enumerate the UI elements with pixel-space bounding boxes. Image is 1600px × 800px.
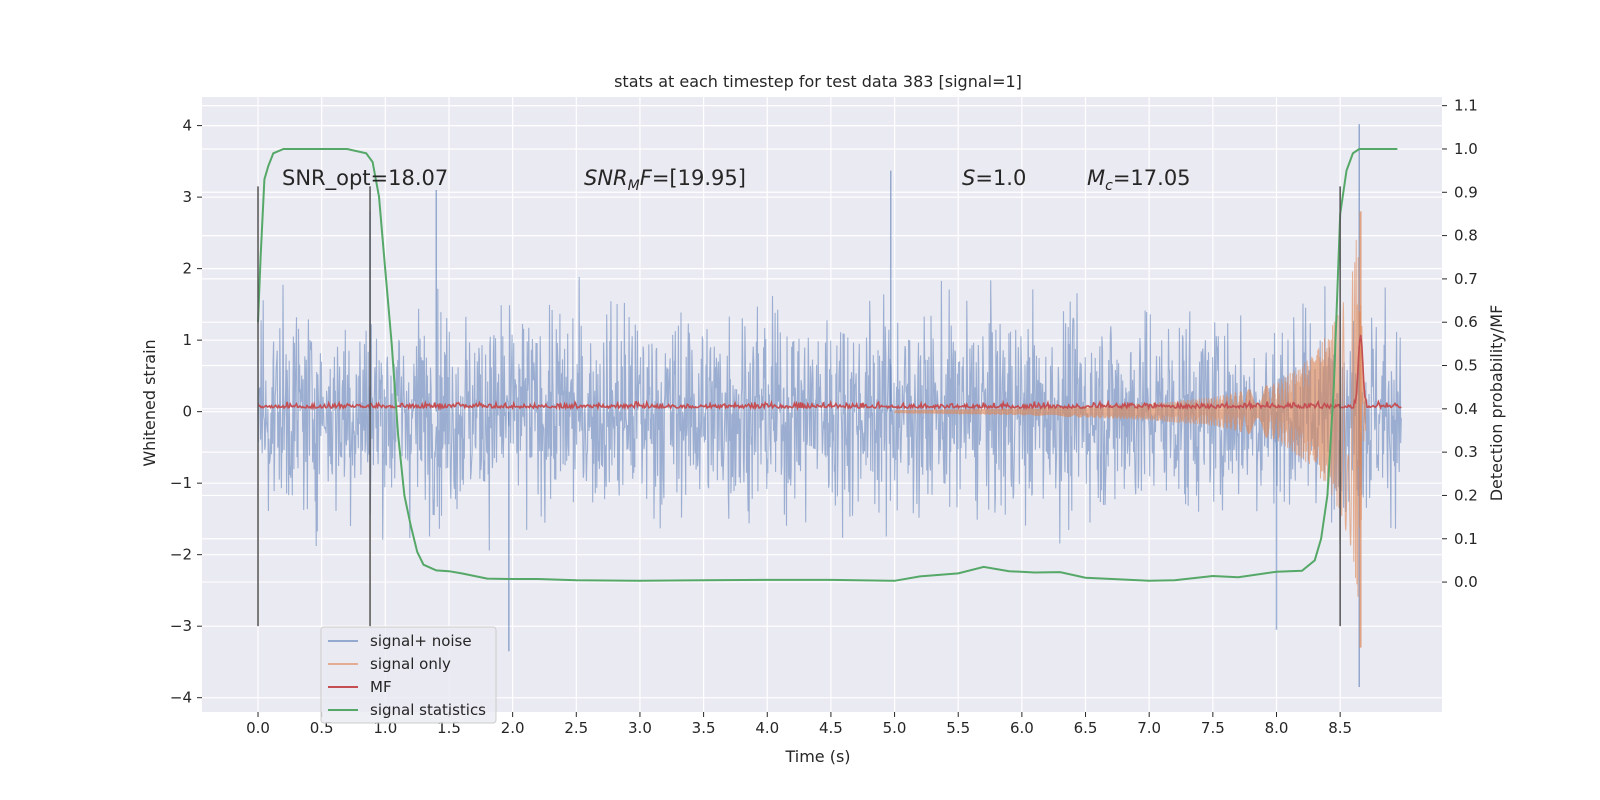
series-mf <box>257 334 1402 412</box>
signal-statistics-line <box>257 148 1398 582</box>
y-tick-label: −1 <box>170 474 192 492</box>
legend-label-signal-statistics: signal statistics <box>370 701 486 719</box>
annotation-snr-mf-sub: M <box>628 178 640 194</box>
x-tick-label: 2.5 <box>564 719 588 737</box>
legend-label-signal-noise: signal+ noise <box>370 632 472 650</box>
y2-tick-label: 0.1 <box>1454 530 1478 548</box>
x-tick-label: 6.0 <box>1010 719 1034 737</box>
legend: signal+ noise signal only MF signal stat… <box>320 626 497 724</box>
x-tick-label: 7.0 <box>1137 719 1161 737</box>
x-tick-label: 5.0 <box>883 719 907 737</box>
y-tick-label: −3 <box>170 617 192 635</box>
annotation-mc-value: =17.05 <box>1113 166 1191 190</box>
annotation-snr-mf-value: =[19.95] <box>652 166 746 190</box>
y2-tick-label: 0.0 <box>1454 573 1478 591</box>
x-tick-label: 2.0 <box>501 719 525 737</box>
annotation-snr-opt: SNR_opt=18.07 <box>282 166 448 191</box>
y-tick-label: −4 <box>170 689 192 707</box>
y2-tick-label: 1.1 <box>1454 97 1478 115</box>
x-axis-label: Time (s) <box>784 747 850 766</box>
y-tick-label: −2 <box>170 546 192 564</box>
annotation-snr-mf: SNRMF=[19.95] <box>584 166 746 194</box>
signal-noise-line <box>257 276 1402 551</box>
annotation-s-value: =1.0 <box>975 166 1026 190</box>
x-tick-label: 3.0 <box>628 719 652 737</box>
annotation-mc-sub: c <box>1105 178 1113 194</box>
y2-tick-label: 0.2 <box>1454 486 1478 504</box>
annotation-s: S=1.0 <box>962 166 1026 190</box>
y2-tick-label: 0.4 <box>1454 400 1478 418</box>
annotation-s-main: S <box>962 166 975 190</box>
y2-tick-label: 0.3 <box>1454 443 1478 461</box>
x-tick-label: 4.0 <box>755 719 779 737</box>
annotation-snr-mf-f: F <box>640 166 653 190</box>
y2-axis-label: Detection probability/MF <box>1487 305 1506 502</box>
series-signal-statistics <box>257 148 1398 582</box>
axes: 0.0 0.5 1.0 1.5 2.0 2.5 3.0 3.5 4.0 4.5 5.0 5.5 6.0 6… <box>170 97 1478 737</box>
x-tick-label: 5.5 <box>946 719 970 737</box>
y2-tick-label: 0.6 <box>1454 313 1478 331</box>
annotation-mc: Mc=17.05 <box>1087 166 1191 194</box>
series-signal-noise <box>257 124 1402 687</box>
x-tick-label: 8.0 <box>1265 719 1289 737</box>
legend-label-signal-only: signal only <box>370 655 451 673</box>
y-tick-label: 1 <box>182 331 192 349</box>
chart-title: stats at each timestep for test data 383… <box>614 72 1022 91</box>
marker-lines <box>257 186 1341 627</box>
y2-tick-label: 0.8 <box>1454 227 1478 245</box>
y2-tick-label: 0.9 <box>1454 183 1478 201</box>
y-tick-label: 3 <box>182 188 192 206</box>
annotation-mc-main: M <box>1087 166 1105 190</box>
annotation-snr-mf-main: SNR <box>584 166 628 190</box>
x-tick-label: 7.5 <box>1201 719 1225 737</box>
y2-tick-label: 0.5 <box>1454 357 1478 375</box>
legend-label-mf: MF <box>370 678 392 696</box>
y-tick-label: 2 <box>182 260 192 278</box>
y-tick-label: 0 <box>182 403 192 421</box>
x-tick-label: 0.0 <box>246 719 270 737</box>
series-signal-only <box>894 211 1367 648</box>
signal-only-line <box>894 240 1367 597</box>
mf-line <box>257 334 1402 412</box>
x-tick-label: 3.5 <box>692 719 716 737</box>
legend-box <box>320 626 497 724</box>
x-tick-label: 6.5 <box>1074 719 1098 737</box>
y2-tick-label: 1.0 <box>1454 140 1478 158</box>
y2-tick-label: 0.7 <box>1454 270 1478 288</box>
y-axis-label: Whitened strain <box>140 339 159 466</box>
x-tick-label: 8.5 <box>1328 719 1352 737</box>
x-tick-label: 4.5 <box>819 719 843 737</box>
y-tick-label: 4 <box>182 117 192 135</box>
